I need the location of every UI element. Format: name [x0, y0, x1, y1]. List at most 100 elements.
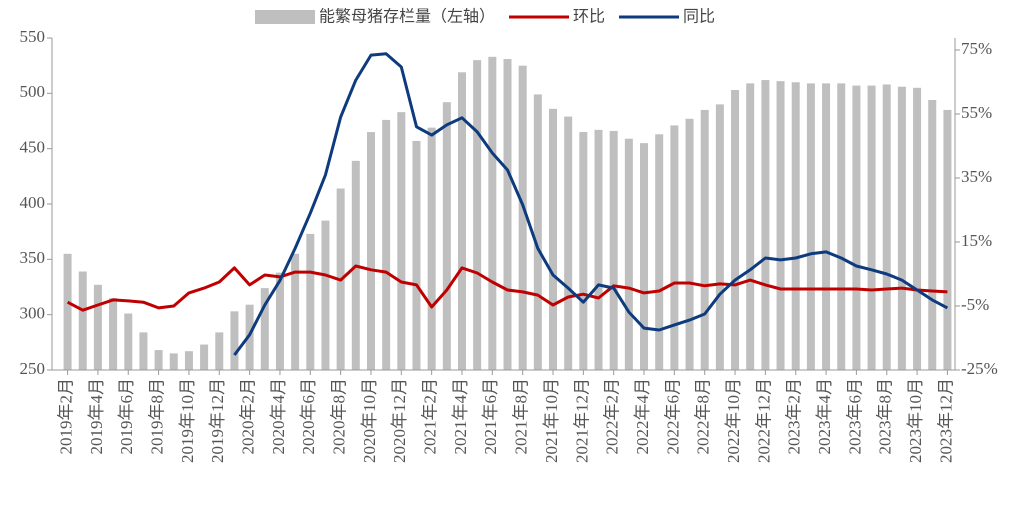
bar — [215, 332, 224, 370]
line-series — [233, 52, 949, 356]
x-tick-label: 2023年2月 — [785, 378, 804, 455]
y2-tick-label: 75% — [961, 39, 992, 58]
y-tick-label: 250 — [20, 359, 46, 378]
bar — [169, 353, 178, 370]
x-tick-label: 2023年6月 — [845, 378, 864, 455]
bar — [746, 83, 755, 370]
x-tick-label: 2020年10月 — [360, 378, 379, 463]
bar — [913, 87, 922, 371]
bar — [670, 125, 679, 370]
line-series — [66, 264, 948, 312]
bar — [184, 351, 193, 370]
y-tick-label: 350 — [20, 248, 46, 267]
bar — [245, 304, 254, 370]
x-tick-label: 2021年10月 — [542, 378, 561, 463]
bar — [366, 132, 375, 370]
x-tick-label: 2020年12月 — [390, 378, 409, 463]
x-tick-label: 2019年10月 — [178, 378, 197, 463]
bar — [655, 134, 664, 370]
bar — [473, 60, 482, 371]
bar — [124, 313, 133, 370]
x-tick-label: 2019年8月 — [148, 378, 167, 455]
bar — [549, 108, 558, 371]
x-tick-label: 2019年12月 — [208, 378, 227, 463]
bar — [761, 80, 770, 370]
x-tick-label: 2022年12月 — [754, 378, 773, 463]
bar — [139, 332, 148, 370]
bar — [609, 130, 618, 370]
x-tick-label: 2021年8月 — [512, 378, 531, 455]
legend-label: 环比 — [573, 7, 605, 26]
bar — [382, 119, 391, 370]
bar — [154, 350, 163, 370]
x-tick-label: 2021年12月 — [572, 378, 591, 463]
y2-tick-label: 55% — [961, 103, 992, 122]
x-tick-label: 2019年4月 — [87, 378, 106, 455]
x-tick-label: 2021年2月 — [421, 378, 440, 455]
x-tick-label: 2023年12月 — [936, 378, 955, 463]
x-tick-label: 2020年6月 — [299, 378, 318, 455]
legend: 能繁母猪存栏量（左轴） 环比 同比 — [255, 7, 715, 26]
bar — [260, 288, 269, 370]
x-tick-label: 2023年8月 — [876, 378, 895, 455]
bar — [533, 94, 542, 370]
bar — [291, 253, 300, 370]
y-tick-label: 400 — [20, 193, 46, 212]
x-tick-label: 2019年6月 — [117, 378, 136, 455]
bar — [503, 59, 512, 370]
legend-swatch — [255, 10, 315, 24]
bar — [837, 83, 846, 370]
y-tick-label: 300 — [20, 304, 46, 323]
y-tick-label: 500 — [20, 82, 46, 101]
bar — [685, 118, 694, 370]
bar — [624, 138, 633, 370]
bar — [822, 83, 831, 370]
y2-tick-label: 35% — [961, 167, 992, 186]
y-tick-label: 550 — [20, 27, 46, 46]
x-tick-label: 2022年6月 — [663, 378, 682, 455]
bar — [109, 298, 118, 370]
bar — [640, 143, 649, 370]
bar — [457, 72, 466, 370]
legend-label: 同比 — [683, 7, 715, 26]
bar — [397, 112, 406, 370]
bar — [63, 253, 72, 370]
y2-tick-label: -25% — [961, 359, 998, 378]
bar — [93, 284, 102, 370]
bar — [427, 127, 436, 370]
x-tick-label: 2020年4月 — [269, 378, 288, 455]
y2-tick-label: 15% — [961, 231, 992, 250]
bar — [928, 99, 937, 371]
bar — [852, 85, 861, 370]
x-tick-label: 2020年8月 — [330, 378, 349, 455]
bar — [200, 344, 209, 370]
bar — [897, 86, 906, 371]
bar — [791, 82, 800, 371]
bar — [412, 140, 421, 370]
bar — [867, 85, 876, 370]
bar — [943, 109, 952, 370]
bar — [700, 109, 709, 370]
y-tick-label: 450 — [20, 138, 46, 157]
x-tick-label: 2020年2月 — [239, 378, 258, 455]
bar — [579, 132, 588, 370]
legend-label: 能繁母猪存栏量（左轴） — [319, 7, 495, 26]
x-tick-label: 2022年4月 — [633, 378, 652, 455]
bar — [321, 220, 330, 370]
x-tick-label: 2021年4月 — [451, 378, 470, 455]
bar — [776, 81, 785, 370]
x-tick-label: 2021年6月 — [481, 378, 500, 455]
bar — [275, 272, 284, 370]
bar — [594, 129, 603, 370]
bar — [442, 102, 451, 370]
x-tick-label: 2022年8月 — [694, 378, 713, 455]
x-tick-label: 2022年2月 — [603, 378, 622, 455]
bar — [488, 56, 497, 371]
bar — [78, 271, 87, 370]
bar — [518, 65, 527, 371]
bar — [882, 84, 891, 370]
bar — [731, 90, 740, 370]
x-tick-label: 2019年2月 — [56, 378, 75, 455]
bar — [306, 233, 315, 370]
